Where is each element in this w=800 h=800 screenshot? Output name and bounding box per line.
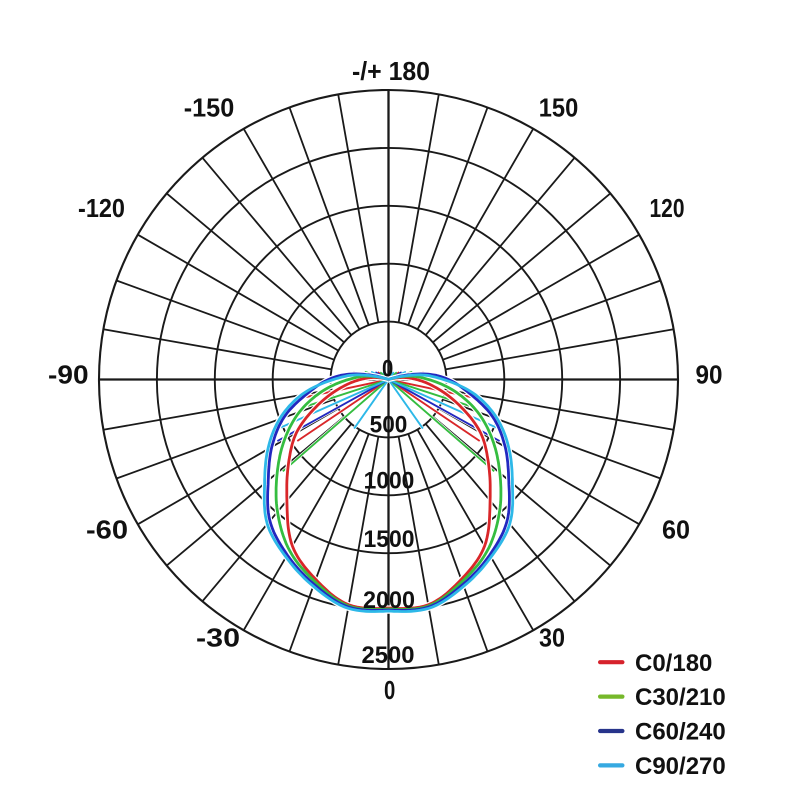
svg-text:-30: -30 [196, 623, 240, 653]
svg-text:2500: 2500 [362, 642, 415, 669]
svg-text:-60: -60 [86, 515, 128, 545]
svg-text:C90/270: C90/270 [635, 753, 726, 780]
svg-text:C0/180: C0/180 [635, 650, 712, 677]
svg-text:-120: -120 [78, 193, 125, 223]
svg-text:-/+ 180: -/+ 180 [352, 56, 430, 86]
svg-text:C30/210: C30/210 [635, 684, 726, 711]
svg-text:1500: 1500 [364, 526, 415, 553]
svg-text:-150: -150 [184, 93, 235, 123]
svg-text:500: 500 [370, 412, 408, 439]
svg-text:30: 30 [539, 623, 565, 653]
svg-text:60: 60 [662, 515, 690, 545]
svg-text:120: 120 [650, 193, 685, 223]
svg-text:2000: 2000 [363, 587, 415, 614]
svg-text:150: 150 [539, 93, 579, 123]
svg-text:0: 0 [384, 675, 395, 705]
svg-text:90: 90 [696, 360, 723, 390]
svg-text:C60/240: C60/240 [635, 719, 726, 746]
svg-text:-90: -90 [48, 360, 89, 390]
svg-text:0: 0 [382, 356, 393, 383]
svg-text:1000: 1000 [364, 468, 415, 495]
